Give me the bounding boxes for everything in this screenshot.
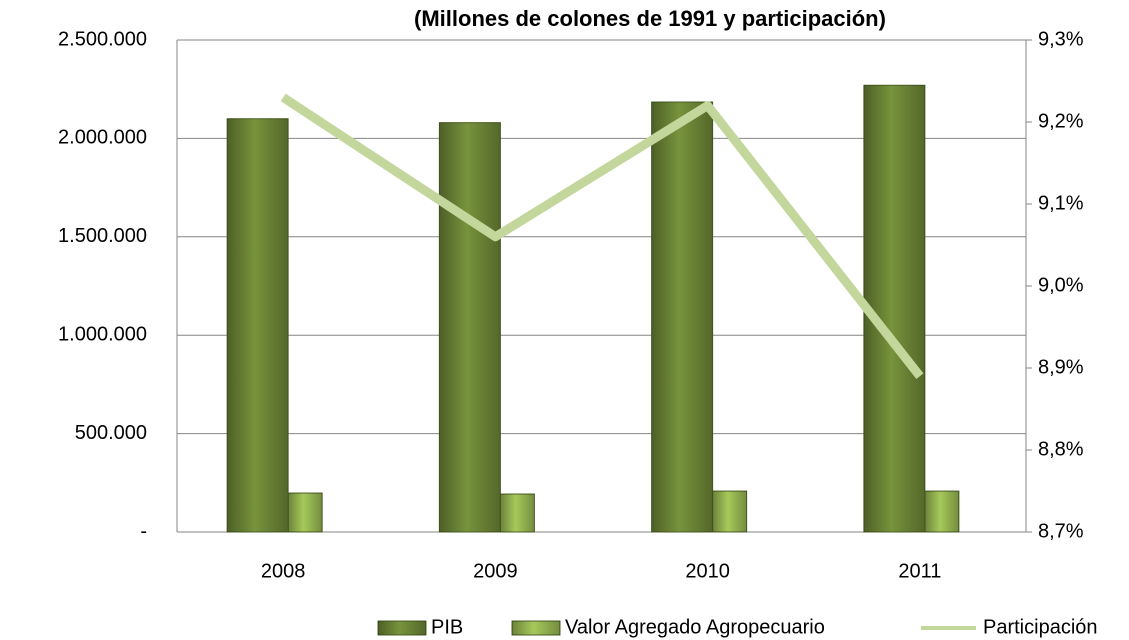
- line: [280, 93, 924, 379]
- y2-tick-label: 8,9%: [1038, 356, 1084, 378]
- y-tick-label: 2.000.000: [58, 127, 147, 149]
- bar-shading: [712, 491, 747, 532]
- bar-shading: [227, 118, 289, 532]
- y-tick-label: -: [140, 520, 147, 542]
- legend-label: Valor Agregado Agropecuario: [565, 616, 825, 638]
- y2-tick-label: 8,8%: [1038, 438, 1084, 460]
- x-tick-label: 2011: [898, 560, 941, 582]
- y2-tick-label: 8,7%: [1038, 520, 1084, 542]
- y-tick-label: 1.000.000: [58, 323, 147, 345]
- bar-shading: [651, 101, 713, 532]
- y2-tick-label: 9,3%: [1038, 28, 1084, 50]
- bar-shading: [288, 493, 323, 532]
- legend-label: PIB: [431, 616, 463, 638]
- y2-tick-label: 9,2%: [1038, 110, 1084, 132]
- bar-shading: [439, 122, 501, 532]
- y-tick-label: 2.500.000: [58, 28, 147, 50]
- x-tick-label: 2008: [261, 560, 306, 582]
- legend-swatch-shade: [512, 621, 560, 635]
- x-tick-label: 2009: [473, 560, 518, 582]
- bar-shading: [924, 491, 959, 532]
- legend-swatch-shade: [378, 621, 426, 635]
- x-tick-label: 2010: [685, 560, 730, 582]
- y2-tick-label: 9,1%: [1038, 192, 1084, 214]
- bar-shading: [500, 494, 535, 532]
- bar-shading: [863, 85, 925, 532]
- legend-label: Participación: [983, 616, 1098, 638]
- y2-tick-label: 9,0%: [1038, 274, 1084, 296]
- y-tick-label: 1.500.000: [58, 225, 147, 247]
- chart-title: (Millones de colones de 1991 y participa…: [414, 6, 886, 31]
- y-tick-label: 500.000: [75, 422, 147, 444]
